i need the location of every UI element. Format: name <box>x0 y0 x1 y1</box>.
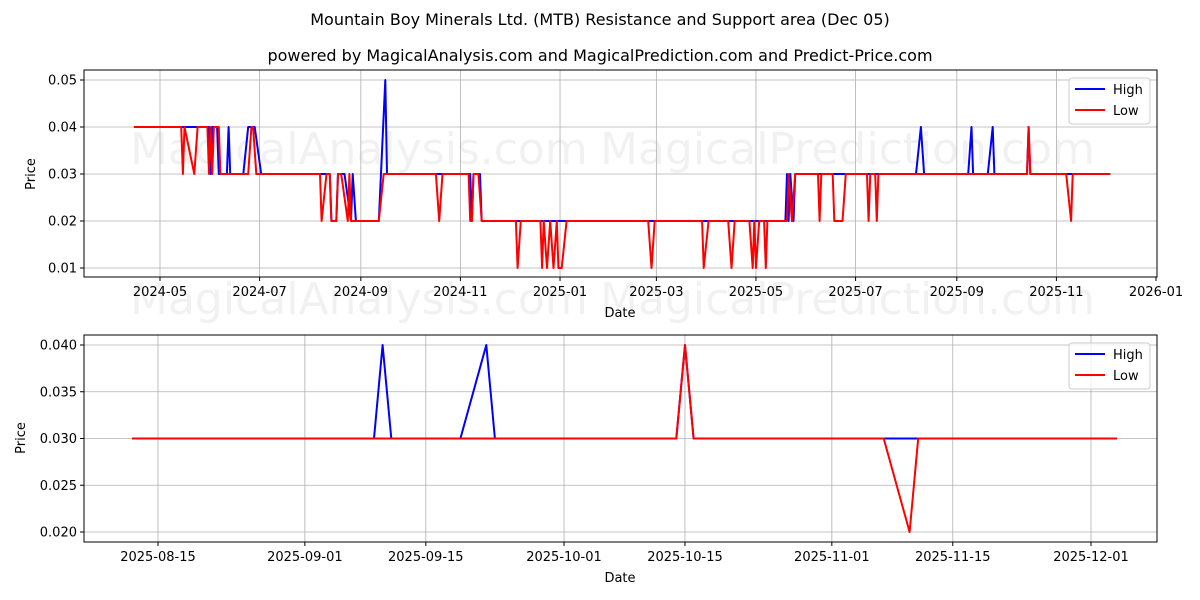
y-tick-label: 0.05 <box>48 74 77 89</box>
y-tick-label: 0.035 <box>40 385 77 400</box>
y-tick-label: 0.030 <box>40 432 77 447</box>
series-low-line <box>133 126 1111 269</box>
x-tick-label: 2025-03 <box>629 285 683 300</box>
top-ticks: 2024-05 2024-07 2024-09 2024-11 2025-01 2025-… <box>48 74 1183 301</box>
legend-low-label: Low <box>1113 369 1139 384</box>
legend-high-label: High <box>1113 348 1143 363</box>
bottom-y-axis-label: Price <box>14 422 29 454</box>
top-chart: MagicalAnalysis.com MagicalPrediction.co… <box>24 69 1183 325</box>
y-tick-label: 0.025 <box>40 479 77 494</box>
y-tick-label: 0.020 <box>40 526 77 541</box>
top-legend: High Low <box>1068 77 1151 125</box>
x-tick-label: 2025-09-15 <box>388 550 464 565</box>
bottom-ticks: 2025-08-15 2025-09-01 2025-09-15 2025-10-01… <box>40 339 1129 566</box>
y-tick-label: 0.03 <box>48 168 77 183</box>
x-tick-label: 2025-07 <box>828 285 882 300</box>
chart-subtitle: powered by MagicalAnalysis.com and Magic… <box>267 46 933 65</box>
legend-high-label: High <box>1113 83 1143 98</box>
x-tick-label: 2025-10-15 <box>647 550 723 565</box>
bottom-chart: 2025-08-15 2025-09-01 2025-09-15 2025-10-01… <box>14 334 1158 586</box>
watermark-analysis: MagicalAnalysis.com <box>130 124 588 175</box>
x-tick-label: 2024-09 <box>334 285 388 300</box>
watermark-prediction: MagicalPrediction.com <box>600 274 1095 325</box>
bottom-legend: High Low <box>1068 342 1151 390</box>
x-tick-label: 2024-07 <box>232 285 286 300</box>
series-low-line <box>132 344 1117 533</box>
chart-title: Mountain Boy Minerals Ltd. (MTB) Resista… <box>310 10 890 29</box>
x-tick-label: 2025-01 <box>533 285 587 300</box>
x-tick-label: 2025-11-01 <box>794 550 870 565</box>
bottom-x-axis-label: Date <box>604 571 635 586</box>
x-tick-label: 2024-11 <box>433 285 487 300</box>
watermark-prediction: MagicalPrediction.com <box>600 124 1095 175</box>
bottom-series <box>132 344 1117 533</box>
x-tick-label: 2025-12-01 <box>1053 550 1129 565</box>
x-tick-label: 2025-11-15 <box>915 550 991 565</box>
watermark-analysis: MagicalAnalysis.com <box>130 274 588 325</box>
top-x-axis-label: Date <box>604 306 635 321</box>
x-tick-label: 2025-08-15 <box>120 550 196 565</box>
x-tick-label: 2025-05 <box>729 285 783 300</box>
y-tick-label: 0.02 <box>48 215 77 230</box>
x-tick-label: 2025-10-01 <box>526 550 602 565</box>
y-tick-label: 0.04 <box>48 121 77 136</box>
x-tick-label: 2024-05 <box>133 285 187 300</box>
x-tick-label: 2025-11 <box>1029 285 1083 300</box>
y-tick-label: 0.040 <box>40 339 77 354</box>
legend-low-label: Low <box>1113 104 1139 119</box>
top-y-axis-label: Price <box>24 158 39 190</box>
x-tick-label: 2025-09-01 <box>267 550 343 565</box>
y-tick-label: 0.01 <box>48 262 77 277</box>
x-tick-label: 2026-01 <box>1129 285 1183 300</box>
top-watermarks: MagicalAnalysis.com MagicalPrediction.co… <box>130 124 1095 325</box>
top-series <box>133 79 1111 269</box>
x-tick-label: 2025-09 <box>930 285 984 300</box>
